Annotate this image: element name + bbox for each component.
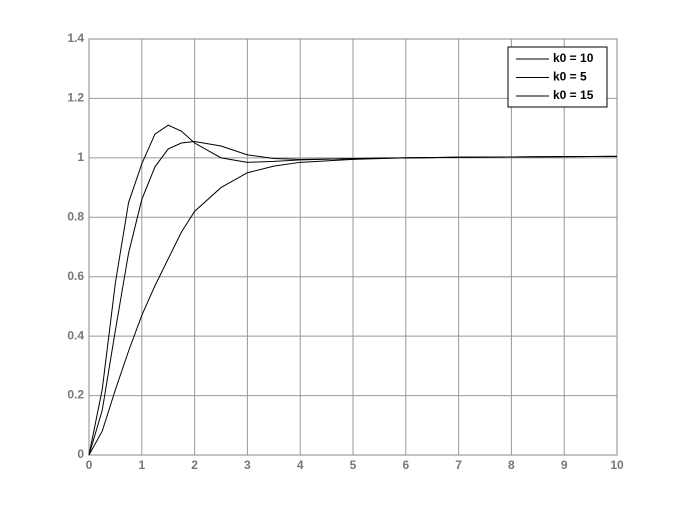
x-tick-label: 4 <box>297 458 304 472</box>
x-tick-label: 7 <box>455 458 462 472</box>
series-line <box>88 124 618 456</box>
y-tick-label: 1.2 <box>67 91 84 105</box>
x-tick-label: 2 <box>191 458 198 472</box>
x-tick-label: 8 <box>508 458 515 472</box>
legend-label: k0 = 10 <box>553 51 594 65</box>
y-tick-label: 1.4 <box>67 31 84 45</box>
plot-frame <box>88 38 618 456</box>
x-tick-label: 6 <box>402 458 409 472</box>
y-tick-label: 0.4 <box>67 328 84 342</box>
y-tick-label: 0.2 <box>67 388 84 402</box>
x-tick-label: 3 <box>244 458 251 472</box>
legend-label: k0 = 5 <box>553 70 587 84</box>
x-tick-label: 9 <box>561 458 568 472</box>
y-tick-label: 0.6 <box>67 269 84 283</box>
x-tick-label: 10 <box>610 458 624 472</box>
legend-label: k0 = 15 <box>553 88 594 102</box>
x-tick-label: 0 <box>86 458 93 472</box>
y-tick-label: 0 <box>77 447 84 461</box>
x-tick-label: 5 <box>350 458 357 472</box>
x-tick-label: 1 <box>138 458 145 472</box>
y-tick-label: 0.8 <box>67 209 84 223</box>
y-tick-label: 1 <box>77 150 84 164</box>
